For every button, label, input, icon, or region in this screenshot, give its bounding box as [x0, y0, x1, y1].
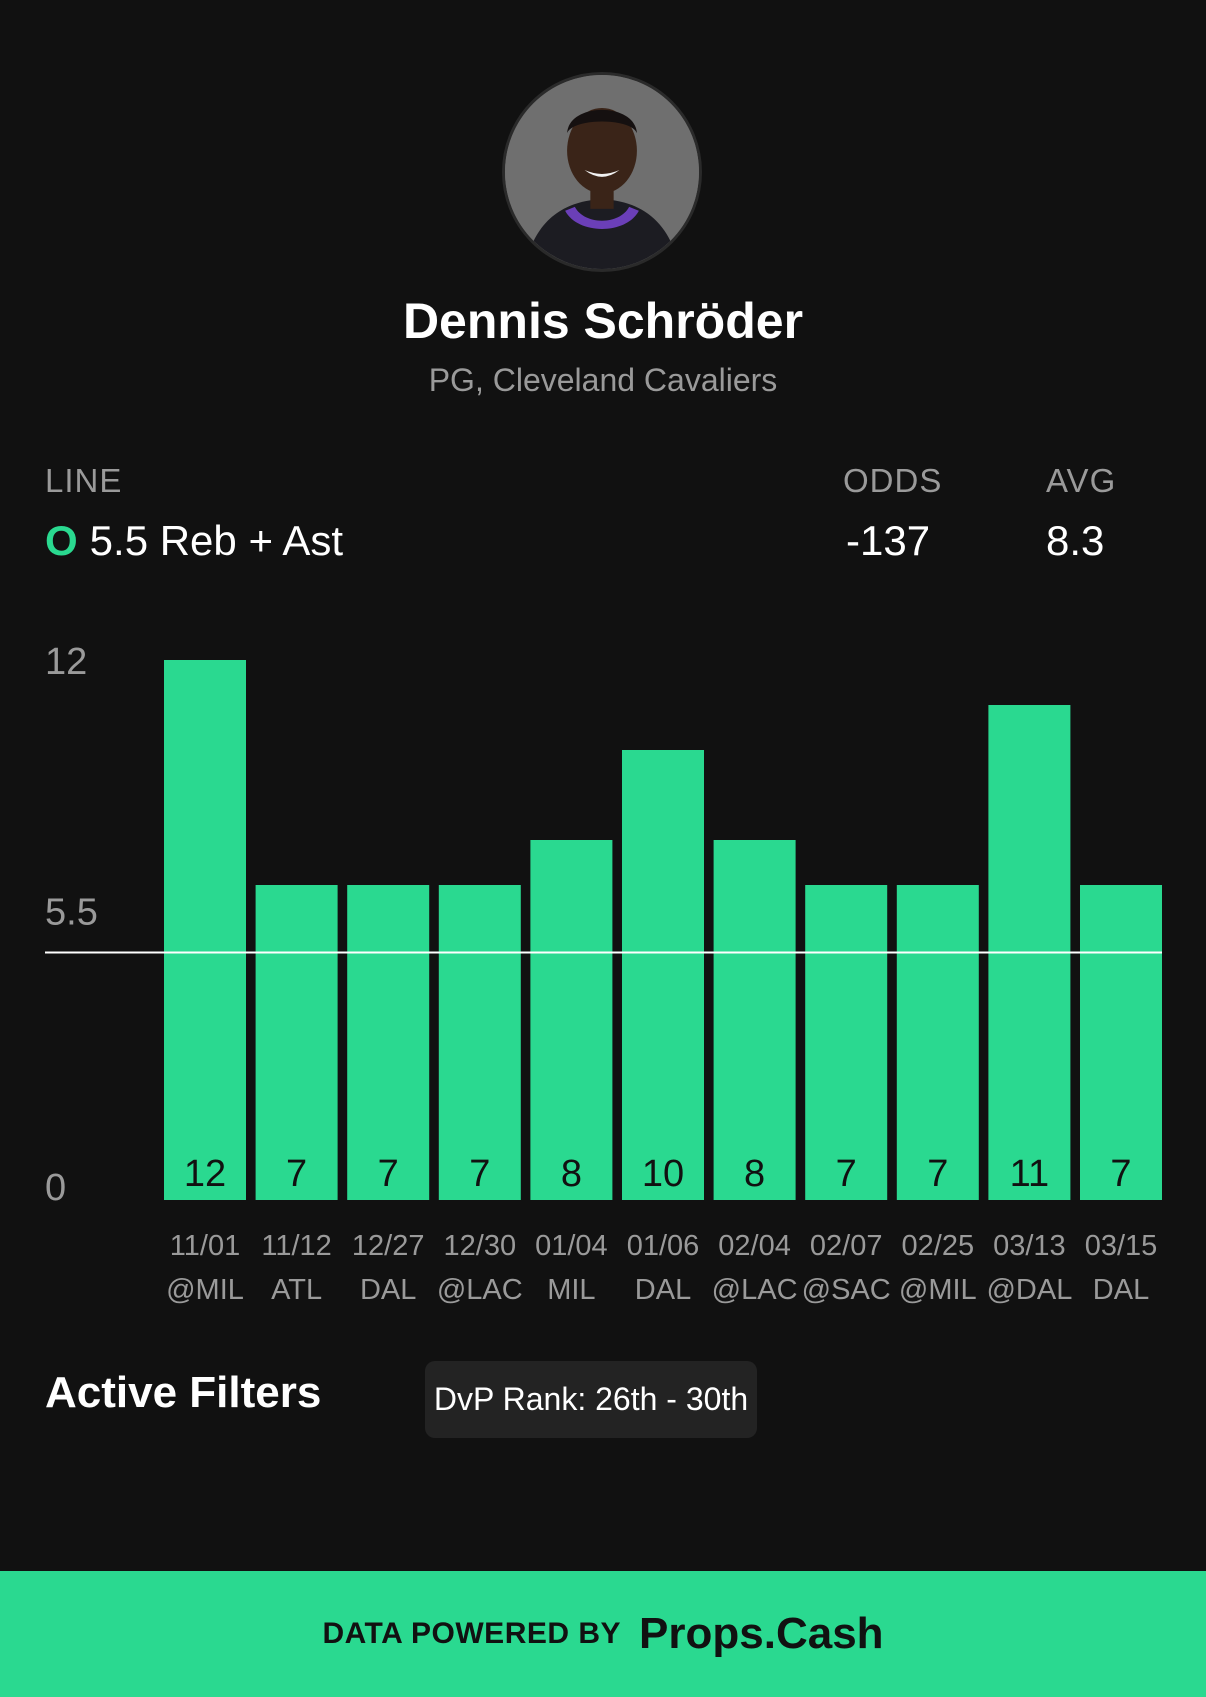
- player-photo-icon: [505, 75, 699, 269]
- x-tick-date: 02/07: [810, 1230, 883, 1262]
- player-name: Dennis Schröder: [402, 293, 804, 349]
- bar-value-label: 7: [286, 1153, 307, 1195]
- bar-value-label: 8: [561, 1153, 582, 1195]
- x-tick-opponent: @LAC: [437, 1274, 523, 1306]
- bar-value-label: 7: [836, 1153, 857, 1195]
- x-tick-opponent: @DAL: [986, 1274, 1072, 1306]
- bar: [622, 750, 704, 1200]
- x-tick-opponent: @MIL: [166, 1274, 244, 1306]
- bar: [438, 885, 521, 1200]
- powered-by-label: DATA POWERED BY: [322, 1617, 622, 1650]
- x-tick-date: 11/12: [261, 1230, 331, 1262]
- x-tick-date: 12/27: [352, 1230, 425, 1262]
- y-tick-label: 12: [45, 641, 87, 683]
- x-tick-opponent: @SAC: [802, 1274, 891, 1306]
- x-tick-opponent: @LAC: [712, 1274, 798, 1306]
- x-tick-date: 12/30: [444, 1230, 517, 1262]
- x-tick-opponent: MIL: [547, 1274, 595, 1306]
- bar: [530, 840, 613, 1200]
- avg-value: 8.3: [1046, 517, 1105, 564]
- bar-value-label: 7: [469, 1153, 490, 1195]
- footer-banner: DATA POWERED BY Props.Cash: [0, 1571, 1206, 1697]
- x-tick-date: 02/04: [718, 1230, 791, 1262]
- x-tick-date: 01/06: [627, 1230, 700, 1262]
- player-position-team: PG, Cleveland Cavaliers: [428, 362, 778, 398]
- x-tick-date: 03/15: [1085, 1230, 1158, 1262]
- odds-value: -137: [846, 517, 931, 564]
- over-indicator: O: [45, 517, 78, 564]
- bar-value-label: 7: [1110, 1153, 1131, 1195]
- bar-value-label: 8: [744, 1153, 765, 1195]
- x-tick-opponent: ATL: [271, 1274, 322, 1306]
- x-tick-opponent: @MIL: [899, 1274, 977, 1306]
- bar: [255, 885, 338, 1200]
- player-avatar: [502, 72, 702, 272]
- x-tick-date: 11/01: [170, 1230, 240, 1262]
- reb-ast-bar-chart: 12 5.5 0 12 11/01 @MIL 7 11/12 ATL 7 12/27 DAL 7 12/3…: [45, 641, 1162, 1306]
- filter-chip-dvp-rank[interactable]: DvP Rank: 26th - 30th: [425, 1361, 757, 1438]
- x-tick-date: 01/04: [535, 1230, 608, 1262]
- bar: [164, 660, 246, 1200]
- line-label: LINE: [45, 462, 123, 499]
- active-filters-title: Active Filters: [45, 1368, 322, 1417]
- line-text: 5.5 Reb + Ast: [89, 517, 344, 564]
- odds-label: ODDS: [843, 462, 943, 499]
- y-tick-label: 0: [45, 1167, 66, 1209]
- bar-value-label: 7: [927, 1153, 948, 1195]
- bar-value-label: 11: [1010, 1153, 1049, 1195]
- line-value: O 5.5 Reb + Ast: [45, 517, 343, 565]
- bar-value-label: 12: [184, 1153, 226, 1195]
- bar-value-label: 10: [642, 1153, 684, 1195]
- x-tick-opponent: DAL: [1093, 1274, 1149, 1306]
- x-tick-opponent: DAL: [360, 1274, 416, 1306]
- brand-logo: Props.Cash: [639, 1609, 884, 1658]
- bar: [896, 885, 979, 1200]
- avg-label: AVG: [1046, 462, 1117, 499]
- bar: [805, 885, 888, 1200]
- bar: [713, 840, 796, 1200]
- y-tick-label: 5.5: [45, 892, 98, 934]
- x-tick-date: 03/13: [993, 1230, 1066, 1262]
- x-tick-date: 02/25: [902, 1230, 975, 1262]
- bar: [1080, 885, 1162, 1200]
- bar-value-label: 7: [378, 1153, 399, 1195]
- x-tick-opponent: DAL: [635, 1274, 691, 1306]
- bar: [347, 885, 430, 1200]
